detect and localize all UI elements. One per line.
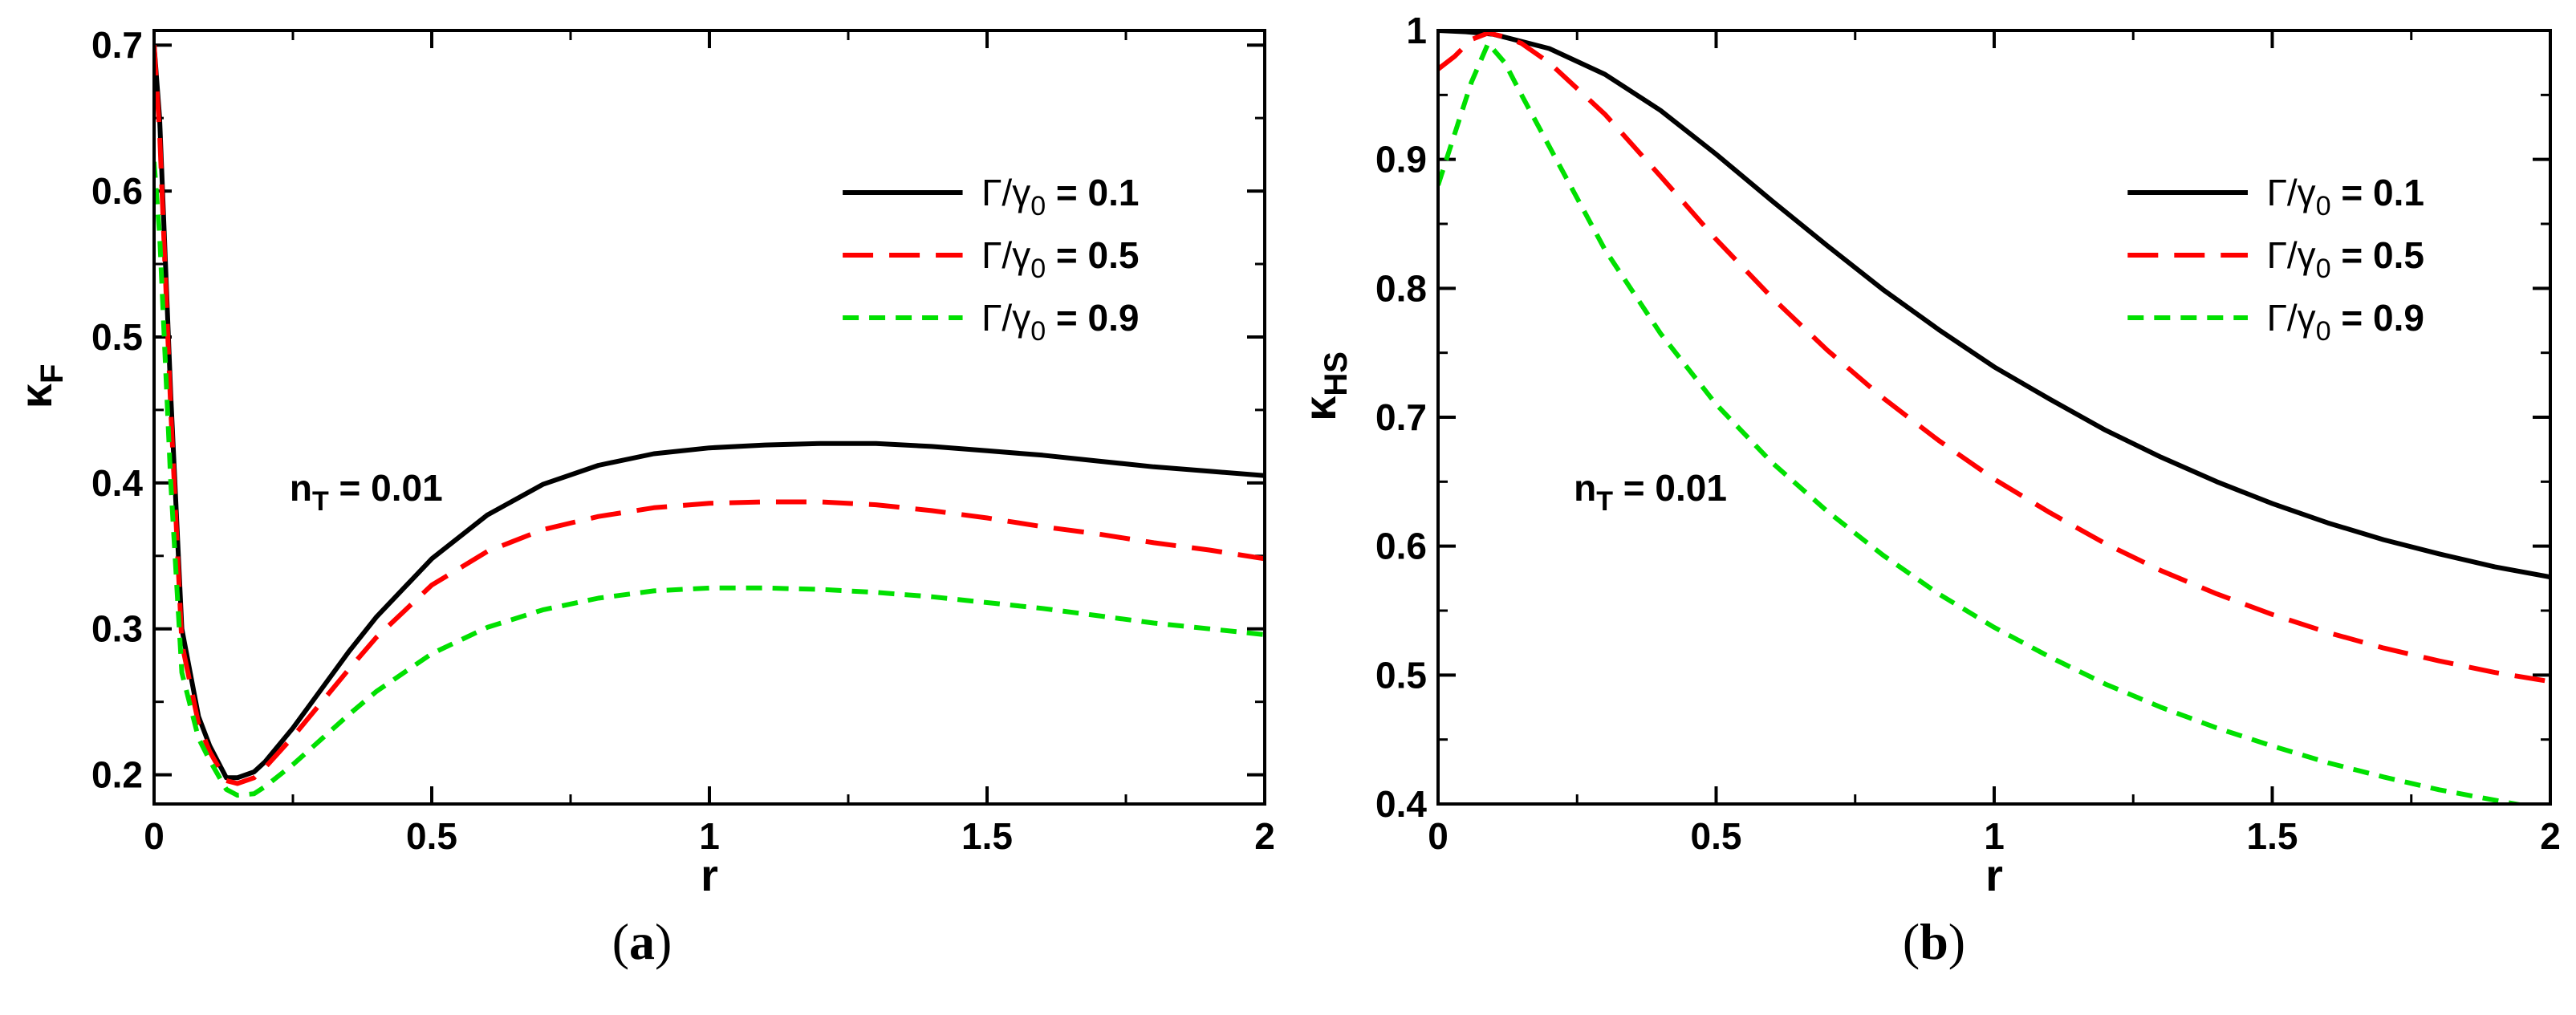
panel-b: 0 0.5 1 1.5 2 0.4 0.5 0.6 0.7 0.8 0.9 1 Γ/γ0 = 0.1 Γ/… — [1294, 10, 2561, 970]
y-axis-label: κF — [10, 364, 70, 409]
series-line-1 — [1438, 30, 2550, 580]
plot-frame — [1436, 29, 2552, 806]
y-tick-label: 0.9 — [1375, 139, 1427, 181]
series-line-2 — [1438, 30, 2550, 684]
y-tick-label: 0.4 — [91, 462, 143, 504]
x-tick-label: 1.5 — [2247, 815, 2298, 857]
x-tick-label: 1.5 — [961, 815, 1013, 857]
x-axis-label: r — [1985, 850, 2003, 900]
panel-caption: (b) — [1903, 913, 1965, 970]
y-tick-label: 0.7 — [1375, 396, 1427, 438]
series-line-3 — [154, 161, 1265, 798]
y-tick-label: 0.3 — [91, 608, 143, 650]
x-tick-label: 0.5 — [406, 815, 457, 857]
y-tick-label: 1 — [1406, 10, 1427, 51]
x-tick-label: 0 — [1428, 815, 1448, 857]
y-tick-label: 0.6 — [1375, 526, 1427, 567]
series-line-3 — [1438, 41, 2529, 804]
legend-label-1: Γ/γ0 = 0.1 — [2267, 172, 2424, 221]
y-tick-label: 0.4 — [1375, 783, 1427, 825]
series-line-2 — [154, 45, 1265, 786]
x-tick-label: 1 — [1984, 815, 2005, 857]
y-tick-label: 0.6 — [91, 170, 143, 212]
y-axis-label: κHS — [1294, 351, 1354, 421]
y-tick-label: 0.8 — [1375, 267, 1427, 309]
x-tick-label: 1 — [699, 815, 720, 857]
panel-a: 0 0.5 1 1.5 2 0.2 0.3 0.4 0.5 0.6 0.7 Γ/γ0 = 0.1 Γ/γ… — [10, 24, 1275, 970]
x-tick-label: 0 — [144, 815, 165, 857]
annotation-text: nT = 0.01 — [290, 467, 443, 517]
legend-label-2: Γ/γ0 = 0.5 — [981, 234, 1139, 284]
y-tick-label: 0.2 — [91, 754, 143, 796]
x-tick-label: 2 — [1254, 815, 1275, 857]
legend-label-2: Γ/γ0 = 0.5 — [2267, 234, 2424, 284]
y-tick-label: 0.7 — [91, 24, 143, 66]
y-tick-label: 0.5 — [91, 316, 143, 358]
y-tick-label: 0.5 — [1375, 654, 1427, 696]
x-tick-label: 0.5 — [1691, 815, 1742, 857]
annotation-text: nT = 0.01 — [1574, 467, 1727, 517]
x-axis-label: r — [701, 850, 718, 900]
legend-label-3: Γ/γ0 = 0.9 — [981, 297, 1139, 347]
legend-label-3: Γ/γ0 = 0.9 — [2267, 297, 2424, 347]
legend-label-1: Γ/γ0 = 0.1 — [981, 172, 1139, 221]
x-tick-label: 2 — [2540, 815, 2561, 857]
panel-caption: (a) — [612, 913, 672, 970]
plot-frame — [152, 29, 1266, 806]
